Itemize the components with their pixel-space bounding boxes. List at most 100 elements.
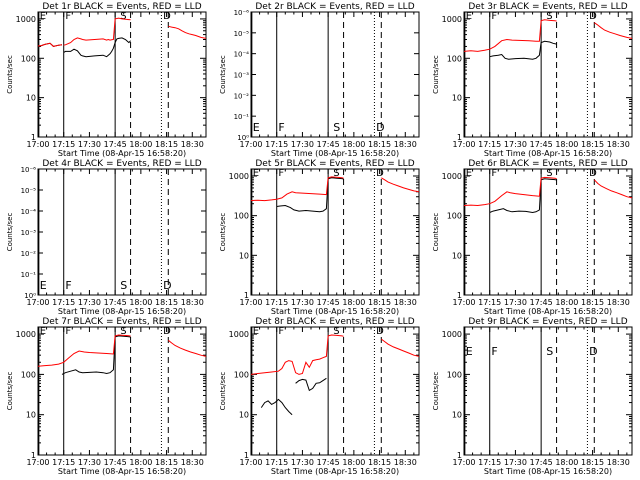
x-axis-label: Start Time (08-Apr-15 16:58:20): [271, 467, 399, 476]
lld-series-line: [37, 42, 63, 47]
plot-frame: [37, 168, 207, 296]
y-tick-label: 1000: [442, 172, 462, 181]
plot-frame: [463, 326, 633, 456]
lld-series-line: [168, 25, 207, 39]
plot-frame: [250, 326, 420, 456]
event-letter-F: F: [491, 345, 497, 358]
event-letter-E: E: [466, 345, 473, 358]
y-tick-label: 1: [244, 451, 249, 460]
y-tick-label: 100: [21, 370, 36, 379]
plot-frame: [463, 11, 633, 138]
x-tick-label: 17:15: [52, 298, 75, 307]
y-axis-label: Counts/sec: [432, 372, 440, 411]
lld-series-line: [381, 338, 420, 357]
x-axis-label: Start Time (08-Apr-15 16:58:20): [484, 467, 612, 476]
x-tick-label: 17:45: [317, 140, 340, 149]
lld-series-line: [63, 17, 131, 46]
x-tick-label: 17:00: [452, 458, 475, 467]
x-tick-label: 17:30: [78, 140, 101, 149]
event-letter-E: E: [253, 168, 259, 179]
y-tick-label: 100: [447, 370, 462, 379]
event-letter-S: S: [546, 345, 553, 358]
x-tick-label: 17:30: [504, 298, 527, 307]
x-axis-label: Start Time (08-Apr-15 16:58:20): [58, 467, 186, 476]
event-letter-S: S: [546, 168, 552, 179]
panel-det2: Det 2r BLACK = Events, RED = LLD 17:00 17:…: [219, 2, 420, 158]
event-letter-E: E: [253, 326, 259, 337]
y-tick-label: 10⁻³: [21, 229, 37, 237]
x-tick-label: 18:15: [155, 140, 178, 149]
events-series-line: [489, 178, 557, 214]
x-tick-label: 17:15: [478, 140, 501, 149]
y-tick-label: 1: [244, 291, 249, 300]
event-letter-F: F: [65, 11, 71, 22]
y-tick-label: 10⁻⁵: [234, 30, 250, 38]
event-letter-D: D: [376, 326, 384, 337]
x-tick-label: 17:15: [478, 298, 501, 307]
events-series-line: [489, 40, 557, 60]
x-tick-label: 17:00: [452, 140, 475, 149]
events-series-line: [260, 398, 293, 416]
y-tick-label: 1000: [16, 330, 36, 339]
x-tick-label: 18:30: [607, 140, 630, 149]
x-tick-label: 18:15: [368, 298, 391, 307]
event-letter-S: S: [120, 11, 126, 22]
panel-title: Det 6r BLACK = Events, RED = LLD: [468, 159, 627, 169]
y-tick-label: 10⁻¹: [234, 113, 250, 121]
y-tick-label: 10: [26, 94, 36, 103]
x-tick-label: 18:00: [129, 140, 152, 149]
y-tick-label: 10⁻³: [234, 72, 250, 80]
event-letter-E: E: [253, 121, 260, 134]
x-tick-label: 18:30: [394, 140, 417, 149]
x-tick-label: 17:45: [530, 140, 553, 149]
event-letter-F: F: [65, 326, 71, 337]
x-tick-label: 18:30: [394, 298, 417, 307]
plot-frame: [37, 326, 207, 456]
x-tick-label: 18:30: [181, 140, 204, 149]
x-tick-label: 18:15: [368, 458, 391, 467]
event-letter-D: D: [589, 345, 597, 358]
y-tick-label: 1000: [229, 330, 249, 339]
y-tick-label: 100: [447, 54, 462, 63]
panel-title: Det 2r BLACK = Events, RED = LLD: [255, 2, 414, 12]
lld-series-line: [463, 176, 557, 207]
x-tick-label: 18:30: [181, 458, 204, 467]
x-tick-label: 17:00: [26, 140, 49, 149]
x-tick-label: 17:30: [291, 140, 314, 149]
plot-frame: [250, 11, 420, 138]
x-tick-label: 17:30: [504, 458, 527, 467]
lld-series-line: [594, 22, 633, 39]
x-tick-label: 17:45: [317, 458, 340, 467]
x-tick-label: 17:45: [104, 298, 127, 307]
y-tick-label: 10: [452, 411, 462, 420]
event-letter-F: F: [491, 11, 497, 22]
x-tick-label: 17:15: [265, 458, 288, 467]
x-tick-label: 18:00: [342, 298, 365, 307]
y-tick-label: 10⁻⁴: [234, 51, 250, 59]
lld-series-line: [381, 177, 420, 193]
event-letter-D: D: [376, 168, 384, 179]
event-letter-S: S: [120, 279, 127, 292]
lld-series-line: [463, 19, 557, 52]
lld-series-line: [593, 179, 633, 199]
panel-title: Det 1r BLACK = Events, RED = LLD: [42, 2, 201, 12]
y-tick-label: 1000: [442, 15, 462, 24]
lld-series-line: [250, 176, 344, 202]
x-tick-label: 17:00: [239, 140, 262, 149]
x-tick-label: 17:45: [317, 298, 340, 307]
y-axis-label: Counts/sec: [6, 55, 14, 94]
x-tick-label: 17:15: [52, 140, 75, 149]
y-tick-label: 10⁰: [24, 292, 36, 300]
y-tick-label: 1000: [442, 330, 462, 339]
y-tick-label: 10⁰: [237, 134, 249, 142]
events-series-line: [61, 335, 131, 375]
event-letter-F: F: [65, 279, 71, 292]
y-tick-label: 10⁻¹: [21, 271, 37, 279]
x-tick-label: 18:15: [581, 298, 604, 307]
plot-frame: [37, 11, 207, 138]
events-series-line: [276, 177, 344, 213]
event-letter-D: D: [589, 168, 597, 179]
y-tick-label: 10: [239, 251, 249, 260]
